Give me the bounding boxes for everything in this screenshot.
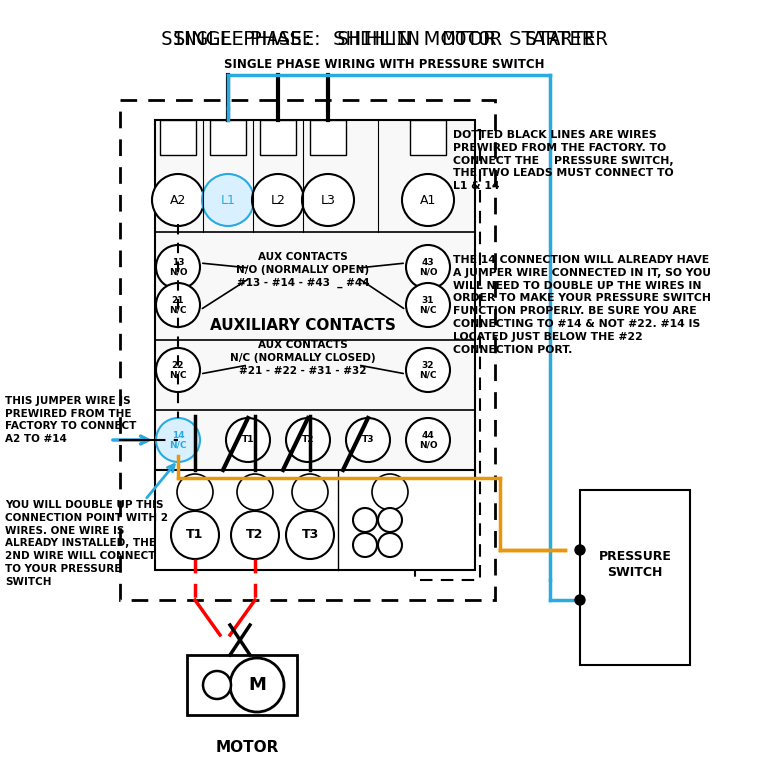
Text: SINGLE PHASE WIRING WITH PRESSURE SWITCH: SINGLE PHASE WIRING WITH PRESSURE SWITCH <box>223 58 545 71</box>
Circle shape <box>406 245 450 289</box>
Bar <box>410 120 446 155</box>
Bar <box>415 130 480 580</box>
Text: A2: A2 <box>170 193 186 206</box>
Text: 43
N/O: 43 N/O <box>419 257 437 276</box>
Text: T3: T3 <box>301 529 319 541</box>
Circle shape <box>372 474 408 510</box>
Circle shape <box>237 474 273 510</box>
Circle shape <box>156 283 200 327</box>
Text: L3: L3 <box>320 193 336 206</box>
Circle shape <box>378 533 402 557</box>
Circle shape <box>152 174 204 226</box>
Text: T2: T2 <box>247 529 263 541</box>
Circle shape <box>346 418 390 462</box>
Text: MOTOR: MOTOR <box>215 740 279 755</box>
Circle shape <box>378 508 402 532</box>
Text: L2: L2 <box>270 193 286 206</box>
Bar <box>260 120 296 155</box>
Circle shape <box>252 174 304 226</box>
Circle shape <box>202 174 254 226</box>
Circle shape <box>353 508 377 532</box>
Circle shape <box>575 595 585 605</box>
Text: 13
N/O: 13 N/O <box>169 257 187 276</box>
Text: 32
N/C: 32 N/C <box>419 361 437 379</box>
Bar <box>155 470 475 570</box>
Text: 14
N/C: 14 N/C <box>169 431 187 450</box>
Circle shape <box>226 418 270 462</box>
Circle shape <box>302 174 354 226</box>
Circle shape <box>292 474 328 510</box>
Text: M: M <box>248 676 266 694</box>
Bar <box>160 120 196 155</box>
Text: 44
N/O: 44 N/O <box>419 431 437 450</box>
Text: AUX CONTACTS
N/O (NORMALLY OPEN)
#13 - #14 - #43  _ #44: AUX CONTACTS N/O (NORMALLY OPEN) #13 - #… <box>237 252 369 288</box>
Text: T3: T3 <box>362 436 374 444</box>
Text: 31
N/C: 31 N/C <box>419 296 437 314</box>
Circle shape <box>177 474 213 510</box>
Text: SINGLE PHASE:  SHIHLIN  MOTOR  STARTER: SINGLE PHASE: SHIHLIN MOTOR STARTER <box>173 30 595 49</box>
Circle shape <box>286 511 334 559</box>
Text: THE 14 CONNECTION WILL ALREADY HAVE
A JUMPER WIRE CONNECTED IN IT, SO YOU
WILL N: THE 14 CONNECTION WILL ALREADY HAVE A JU… <box>453 255 711 354</box>
Circle shape <box>402 174 454 226</box>
Text: 21
N/C: 21 N/C <box>169 296 187 314</box>
Circle shape <box>156 245 200 289</box>
Circle shape <box>406 348 450 392</box>
Text: A1: A1 <box>420 193 436 206</box>
Text: T1: T1 <box>242 436 254 444</box>
Circle shape <box>286 418 330 462</box>
Text: THIS JUMPER WIRE IS
PREWIRED FROM THE
FACTORY TO CONNECT
A2 TO #14: THIS JUMPER WIRE IS PREWIRED FROM THE FA… <box>5 396 137 444</box>
Bar <box>310 120 346 155</box>
Circle shape <box>203 671 231 699</box>
Text: YOU WILL DOUBLE UP THIS
CONNECTION POINT WITH 2
WIRES. ONE WIRE IS
ALREADY INSTA: YOU WILL DOUBLE UP THIS CONNECTION POINT… <box>5 500 168 586</box>
Text: DOTTED BLACK LINES ARE WIRES
PREWIRED FROM THE FACTORY. TO
CONNECT THE    PRESSU: DOTTED BLACK LINES ARE WIRES PREWIRED FR… <box>453 130 674 192</box>
Circle shape <box>156 348 200 392</box>
Text: L1: L1 <box>220 193 236 206</box>
Bar <box>580 490 690 665</box>
Bar <box>187 655 297 715</box>
Bar <box>210 120 246 155</box>
Text: AUXILIARY CONTACTS: AUXILIARY CONTACTS <box>210 317 396 332</box>
Circle shape <box>575 545 585 555</box>
Text: PRESSURE
SWITCH: PRESSURE SWITCH <box>598 551 671 579</box>
Circle shape <box>406 283 450 327</box>
Bar <box>120 100 495 600</box>
Circle shape <box>231 511 279 559</box>
Text: 22
N/C: 22 N/C <box>169 361 187 379</box>
Circle shape <box>406 418 450 462</box>
Bar <box>155 120 475 480</box>
Text: AUX CONTACTS
N/C (NORMALLY CLOSED)
#21 - #22 - #31 - #32: AUX CONTACTS N/C (NORMALLY CLOSED) #21 -… <box>230 340 376 376</box>
Circle shape <box>353 533 377 557</box>
Text: SINGLE PHASE:  SHIHLIN  MOTOR  STARTER: SINGLE PHASE: SHIHLIN MOTOR STARTER <box>161 30 607 49</box>
Text: T1: T1 <box>187 529 204 541</box>
Circle shape <box>171 511 219 559</box>
Circle shape <box>156 418 200 462</box>
Text: T2: T2 <box>302 436 314 444</box>
Circle shape <box>230 658 284 712</box>
